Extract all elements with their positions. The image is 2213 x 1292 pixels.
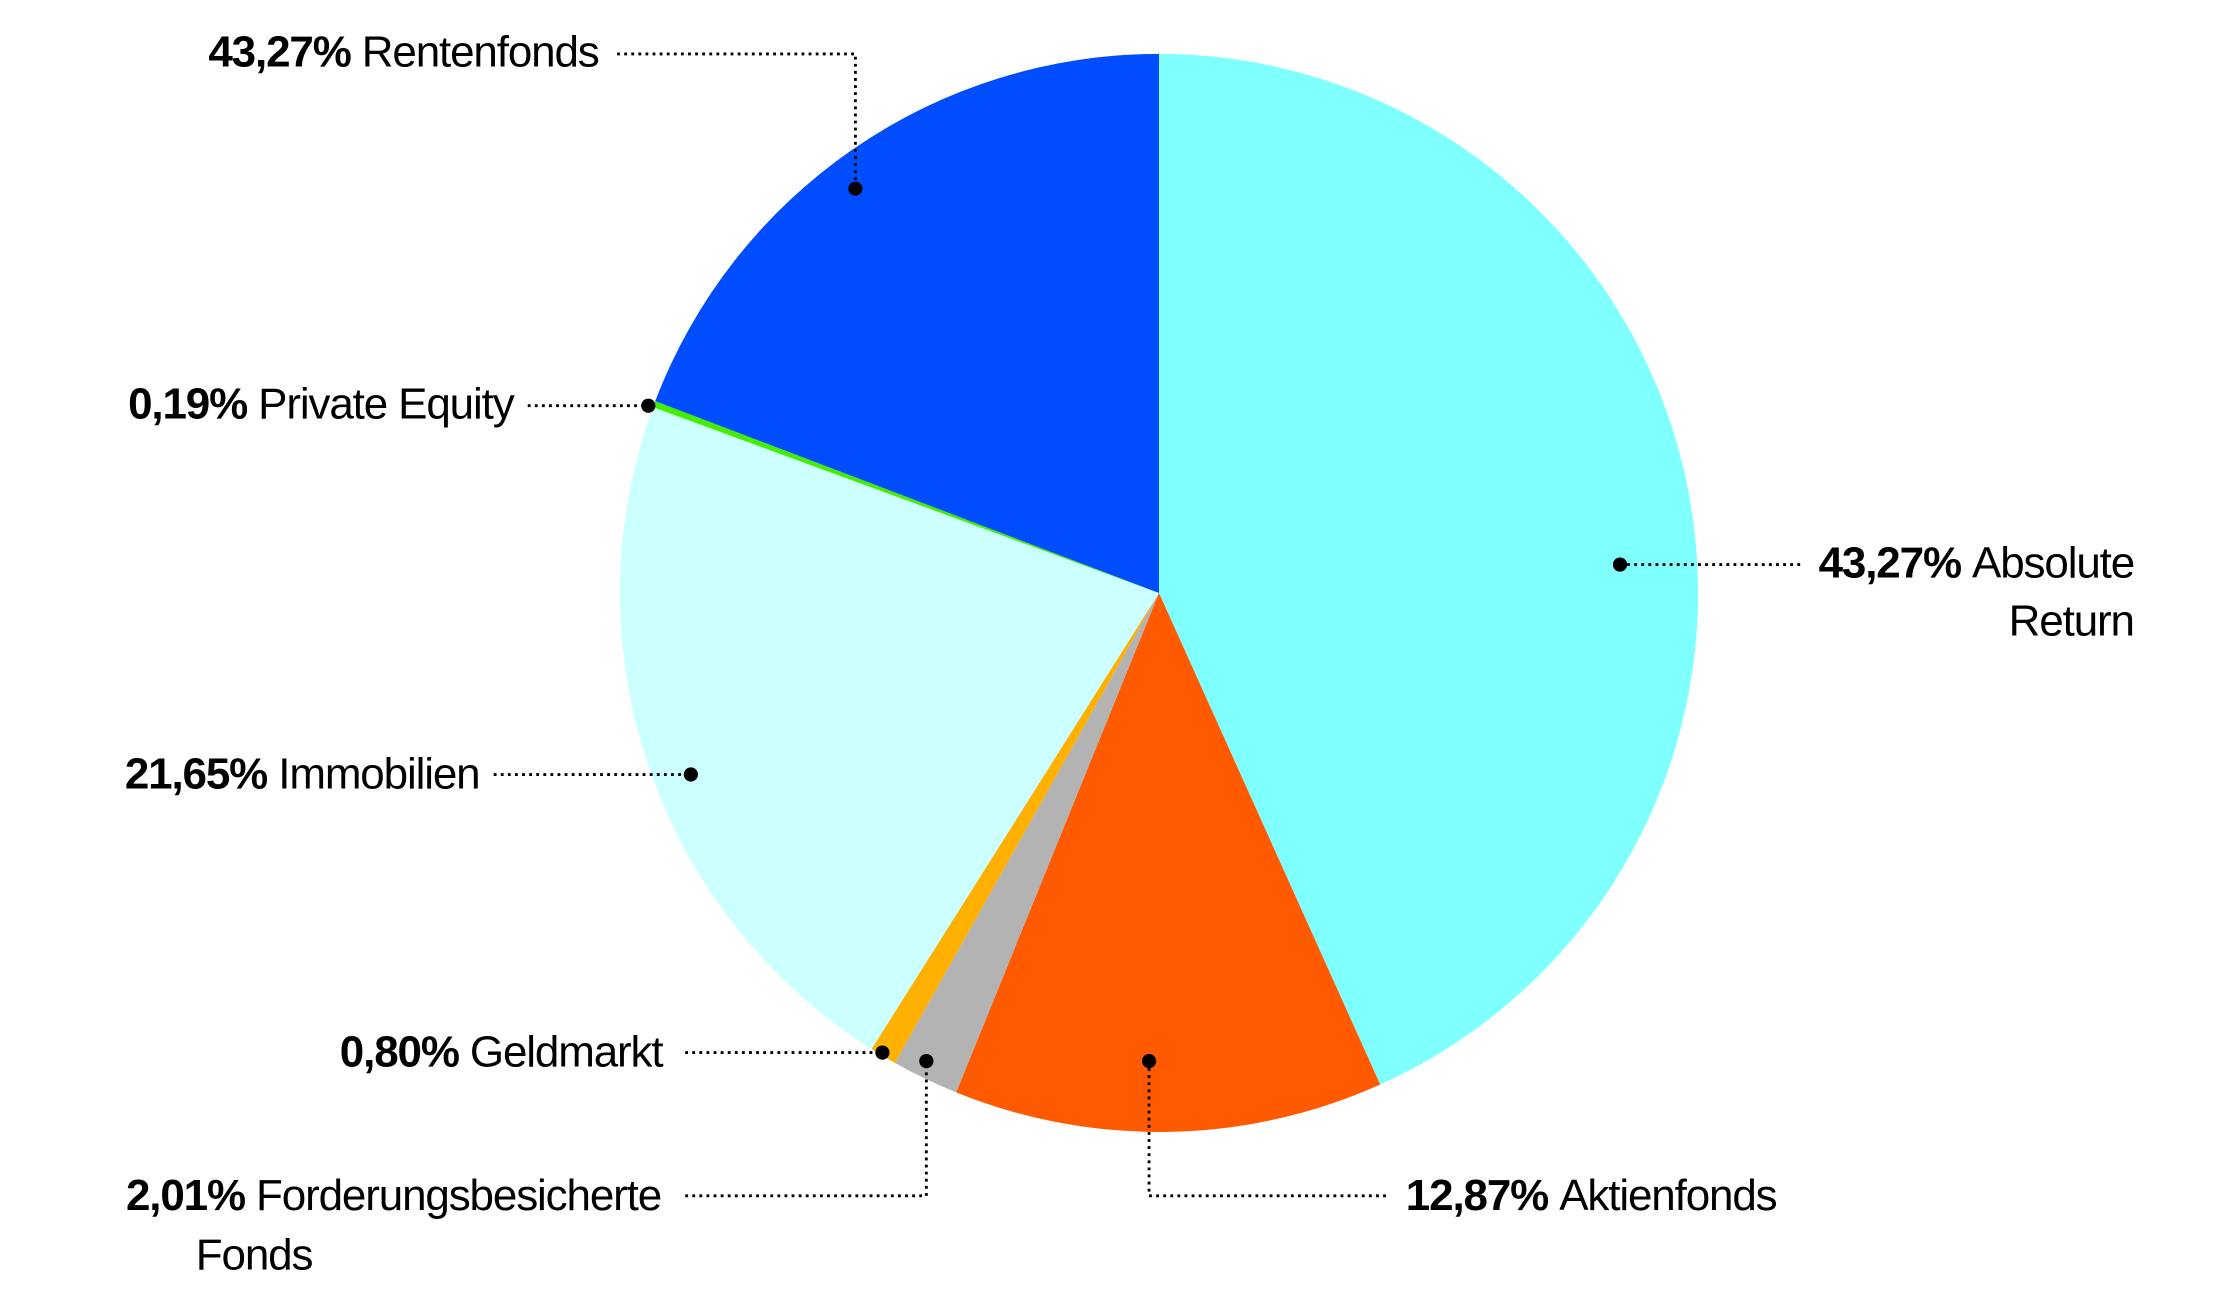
slice-label: 12,87% Aktienfonds — [1406, 1171, 1777, 1220]
slice-name: Rentenfonds — [362, 28, 599, 77]
slice-label: 0,19% Private Equity — [128, 379, 515, 428]
slice-name: Immobilien — [278, 750, 479, 799]
slice-percent: 2,01% — [126, 1171, 245, 1220]
pie-slice-geldmarkt — [871, 592, 1159, 1063]
leader-dot — [1612, 557, 1628, 572]
slice-name: Aktienfonds — [1559, 1171, 1776, 1220]
slice-label: 0,80% Geldmarkt — [340, 1028, 664, 1077]
pie-slice-forderungsbesicherte-fonds — [894, 592, 1159, 1093]
slice-percent: 21,65% — [125, 750, 267, 799]
label-forderungsbesicherte-fonds: 2,01% Forderungsbesicherte Fonds — [126, 1053, 934, 1280]
label-immobilien: 21,65% Immobilien — [125, 750, 698, 799]
leader-line — [685, 1061, 928, 1198]
pie-slice-rentenfonds — [655, 53, 1159, 593]
slice-label: 21,65% Immobilien — [125, 750, 480, 799]
slice-percent: 0,80% — [340, 1028, 459, 1077]
slice-name-line2: Fonds — [196, 1231, 313, 1280]
slice-label: 43,27% Rentenfonds — [208, 28, 598, 77]
slice-percent: 43,27% — [208, 28, 350, 77]
slice-name: Private Equity — [258, 379, 515, 428]
label-rentenfonds: 43,27% Rentenfonds — [208, 28, 863, 196]
label-aktienfonds: 12,87% Aktienfonds — [1141, 1053, 1778, 1220]
slice-name: Geldmarkt — [470, 1028, 664, 1077]
label-geldmarkt: 0,80% Geldmarkt — [340, 1028, 890, 1077]
slice-label: 2,01% Forderungsbesicherte — [126, 1171, 661, 1220]
slice-percent: 43,27% — [1819, 538, 1961, 587]
pie-slice-immobilien — [619, 407, 1159, 1049]
leader-dot — [875, 1045, 890, 1060]
pie-slice-private-equity — [652, 401, 1159, 593]
leader-dot — [683, 767, 698, 782]
slice-label: 43,27% Absolute — [1819, 538, 2134, 587]
leader-line — [617, 52, 857, 189]
label-private-equity: 0,19% Private Equity — [128, 379, 656, 428]
slice-percent: 0,19% — [128, 379, 247, 428]
slice-name: Absolute — [1972, 538, 2134, 587]
label-absolute-return: 43,27% Absolute Return — [1612, 538, 2135, 646]
leader-dot — [919, 1053, 934, 1069]
slice-name-line2: Return — [2009, 597, 2134, 646]
pie-slices — [619, 53, 1699, 1132]
pie-slice-aktienfonds — [956, 592, 1381, 1132]
slice-percent: 12,87% — [1406, 1171, 1548, 1220]
leader-dot — [1141, 1053, 1157, 1069]
slice-name: Forderungsbesicherte — [256, 1171, 661, 1220]
leader-dot — [848, 181, 863, 196]
pie-slice-absolute-return — [1158, 53, 1699, 1085]
leader-dot — [641, 398, 656, 413]
